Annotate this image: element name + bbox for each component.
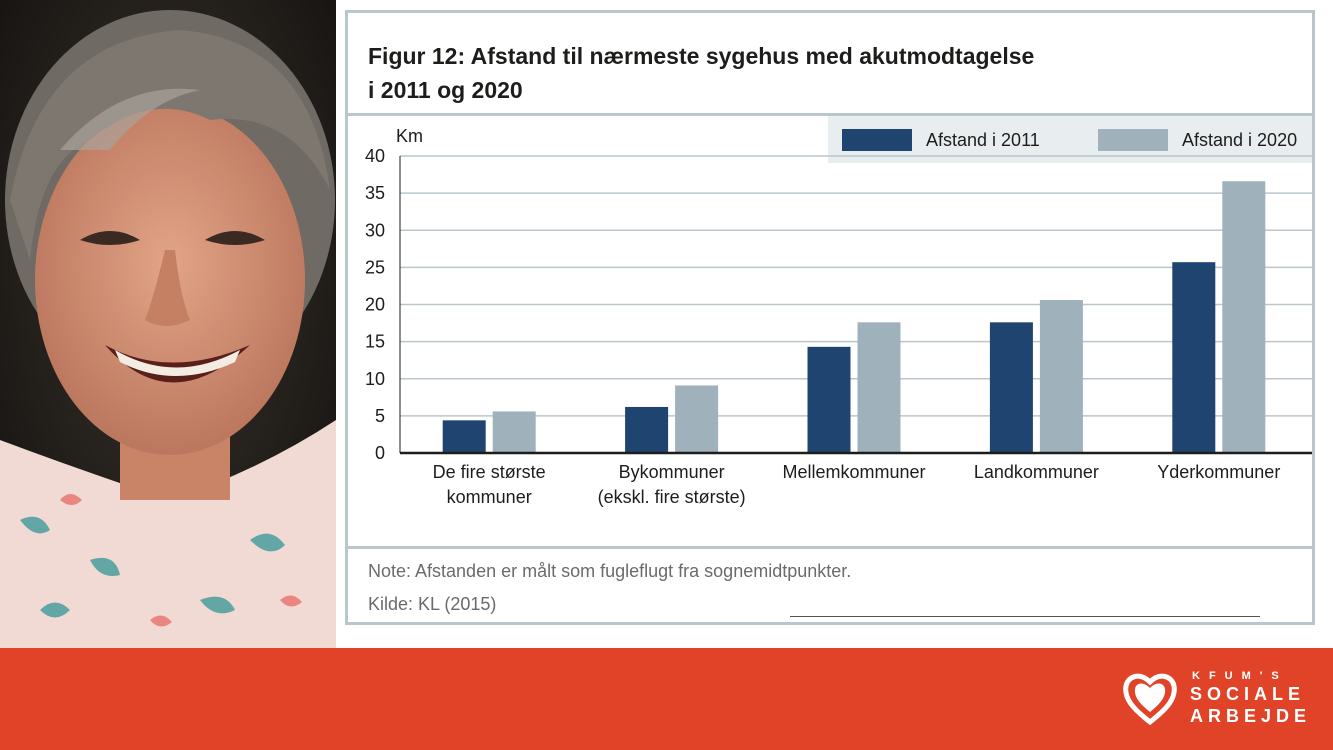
- legend-item-2011: Afstand i 2011: [842, 129, 1040, 151]
- source-rule: [790, 616, 1260, 617]
- x-tick-label: Mellemkommuner: [782, 462, 925, 482]
- legend-item-2020: Afstand i 2020: [1098, 129, 1297, 151]
- bar-2011: [989, 322, 1033, 453]
- x-tick-label: Landkommuner: [974, 462, 1099, 482]
- x-tick-label: kommuner: [447, 487, 532, 507]
- y-tick-label: 10: [365, 369, 385, 389]
- y-tick-label: 25: [365, 257, 385, 277]
- bar-2020: [492, 411, 536, 453]
- footer-bar: [0, 648, 1333, 750]
- kfum-logo: KFUM'S SOCIALE ARBEJDE: [1122, 668, 1312, 730]
- chart-legend: Afstand i 2011 Afstand i 2020: [828, 116, 1312, 163]
- figure-note: Note: Afstanden er målt som fugleflugt f…: [368, 561, 852, 581]
- logo-line-1: SOCIALE: [1190, 684, 1306, 704]
- figure-panel: Figur 12: Afstand til nærmeste sygehus m…: [345, 10, 1315, 625]
- y-tick-label: 20: [365, 295, 385, 315]
- bar-2020: [857, 322, 901, 453]
- legend-label-2020: Afstand i 2020: [1182, 129, 1298, 150]
- x-tick-label: Bykommuner: [619, 462, 725, 482]
- legend-label-2011: Afstand i 2011: [926, 129, 1040, 150]
- legend-swatch-2020: [1098, 129, 1168, 151]
- note-divider: [348, 546, 1312, 549]
- y-axis-label: Km: [396, 126, 423, 146]
- x-tick-label: De fire største: [433, 462, 546, 482]
- x-tick-label: Yderkommuner: [1157, 462, 1280, 482]
- figure-title: Figur 12: Afstand til nærmeste sygehus m…: [368, 43, 1035, 103]
- y-tick-label: 0: [375, 443, 385, 463]
- bar-2011: [807, 346, 851, 453]
- portrait-photo: [0, 0, 336, 648]
- y-tick-label: 5: [375, 406, 385, 426]
- y-tick-label: 30: [365, 220, 385, 240]
- y-tick-label: 40: [365, 146, 385, 166]
- figure-source: Kilde: KL (2015): [368, 594, 497, 614]
- logo-line-2: ARBEJDE: [1190, 706, 1312, 726]
- logo-small-text: KFUM'S: [1192, 670, 1288, 682]
- y-tick-label: 35: [365, 183, 385, 203]
- y-tick-label: 15: [365, 332, 385, 352]
- x-tick-label: (ekskl. fire største): [598, 487, 746, 507]
- bar-chart: Km 0 5 10 15 20 25 30 35 40 De fire største kommune…: [365, 126, 1312, 507]
- bar-2020: [1222, 181, 1266, 453]
- bar-2011: [625, 406, 669, 453]
- bar-2011: [1172, 262, 1216, 453]
- legend-swatch-2011: [842, 129, 912, 151]
- bar-2020: [1039, 300, 1083, 453]
- title-divider: [348, 113, 1312, 116]
- heart-icon: [1123, 673, 1177, 726]
- bar-2011: [442, 420, 486, 453]
- bar-2020: [675, 385, 719, 453]
